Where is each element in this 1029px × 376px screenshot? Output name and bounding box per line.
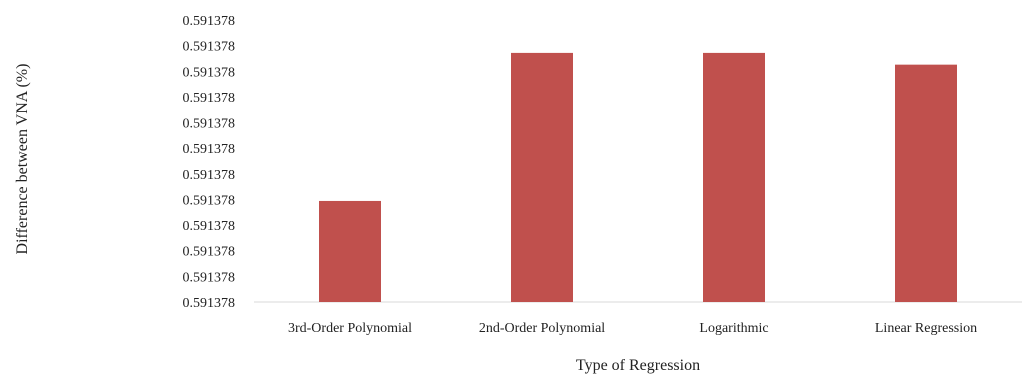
y-tick-label: 0.591378	[183, 270, 236, 285]
x-tick-label: 3rd-Order Polynomial	[288, 321, 412, 336]
bar	[511, 52, 573, 303]
y-tick-label: 0.591378	[183, 14, 236, 29]
y-tick-label: 0.591378	[183, 65, 236, 80]
bar	[703, 52, 765, 303]
y-tick-label: 0.591378	[183, 245, 236, 260]
y-tick-label: 0.591378	[183, 40, 236, 55]
x-tick-label: Logarithmic	[699, 321, 768, 336]
y-tick-label: 0.591378	[183, 91, 236, 106]
y-axis-tick-labels: 0.591378 0.591378 0.591378 0.591378 0.591378…	[183, 14, 236, 311]
x-tick-label: Linear Regression	[875, 321, 977, 336]
y-tick-label: 0.591378	[183, 117, 236, 132]
x-axis-title: Type of Regression	[576, 357, 700, 374]
y-tick-label: 0.591378	[183, 296, 236, 311]
x-tick-label: 2nd-Order Polynomial	[479, 321, 605, 336]
y-tick-label: 0.591378	[183, 168, 236, 183]
bar	[895, 64, 957, 303]
bar	[319, 200, 381, 302]
bars	[319, 52, 957, 303]
y-tick-label: 0.591378	[183, 142, 236, 157]
x-axis-tick-labels: 3rd-Order Polynomial 2nd-Order Polynomial…	[288, 321, 977, 336]
y-tick-label: 0.591378	[183, 193, 236, 208]
y-tick-label: 0.591378	[183, 219, 236, 234]
y-axis-title: Difference between VNA (%)	[14, 64, 31, 255]
